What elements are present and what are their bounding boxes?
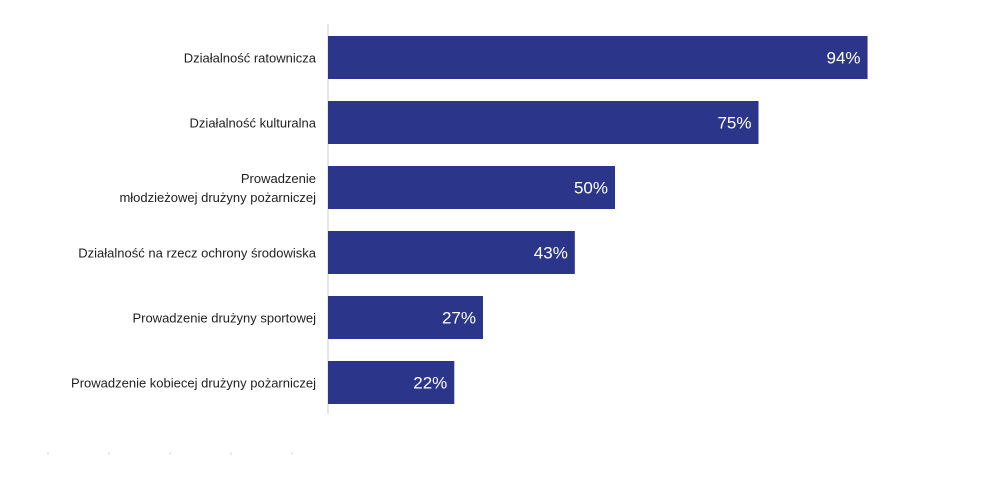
bar — [328, 296, 483, 339]
bar-value-label: 22% — [413, 374, 447, 393]
bar-value-label: 27% — [442, 309, 476, 328]
axis-layer — [47, 24, 329, 455]
bars-layer — [328, 36, 868, 404]
bar — [328, 231, 575, 274]
bar-value-label: 94% — [827, 49, 861, 68]
bar-value-label: 43% — [534, 244, 568, 263]
category-label: Prowadzenie kobiecej drużyny pożarniczej — [71, 376, 316, 391]
bar — [328, 36, 868, 79]
labels-layer: 94% Działalność ratownicza 75% Działalność … — [71, 49, 861, 393]
bar — [328, 361, 455, 404]
category-label: młodzieżowej drużyny pożarniczej — [119, 190, 316, 205]
bar — [328, 166, 615, 209]
bar-value-label: 75% — [717, 114, 751, 133]
bar-value-label: 50% — [574, 179, 608, 198]
category-label: Prowadzenie drużyny sportowej — [132, 311, 316, 326]
category-label: Prowadzenie — [241, 171, 316, 186]
category-label: Działalność ratownicza — [184, 51, 317, 66]
bar — [328, 101, 759, 144]
category-label: Działalność kulturalna — [190, 116, 317, 131]
category-label: Działalność na rzecz ochrony środowiska — [78, 246, 316, 261]
